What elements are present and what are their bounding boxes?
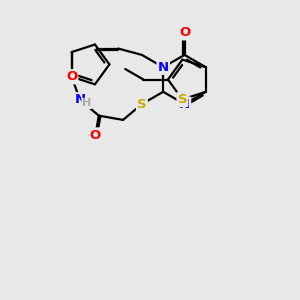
Text: H: H xyxy=(82,98,91,108)
Text: S: S xyxy=(178,93,187,106)
Text: N: N xyxy=(179,98,190,111)
Text: O: O xyxy=(90,128,101,142)
Text: N: N xyxy=(158,61,169,74)
Text: S: S xyxy=(137,98,147,111)
Text: N: N xyxy=(74,93,86,106)
Text: O: O xyxy=(66,70,77,83)
Text: O: O xyxy=(179,26,190,39)
